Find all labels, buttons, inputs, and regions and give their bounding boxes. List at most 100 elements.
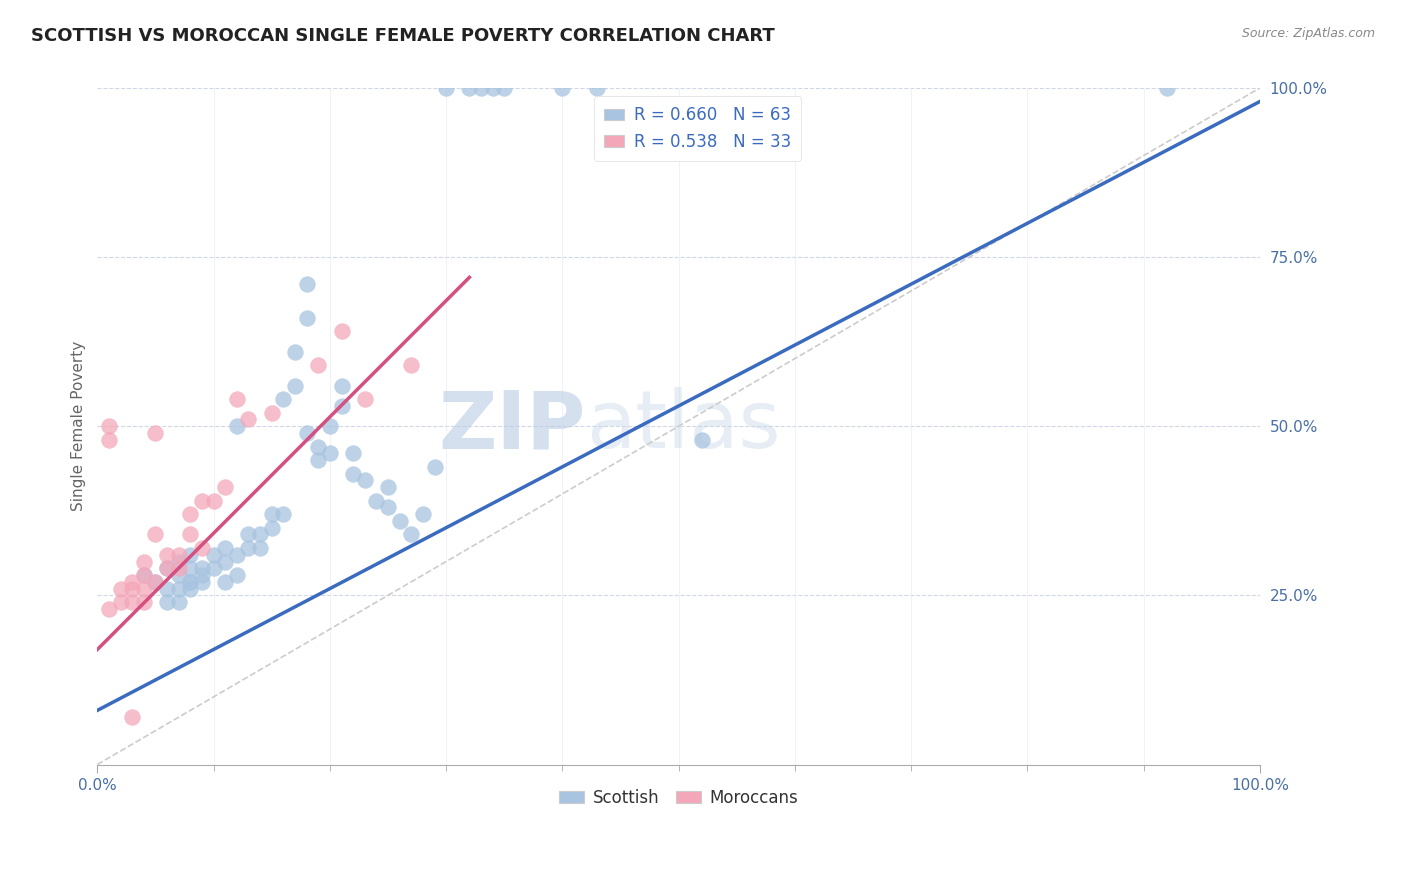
- Point: [249, 527, 271, 541]
- Point: [145, 527, 167, 541]
- Point: [167, 595, 190, 609]
- Point: [551, 81, 574, 95]
- Point: [353, 392, 375, 406]
- Point: [214, 555, 236, 569]
- Point: [225, 568, 247, 582]
- Point: [132, 595, 155, 609]
- Point: [690, 433, 713, 447]
- Y-axis label: Single Female Poverty: Single Female Poverty: [72, 341, 86, 511]
- Point: [167, 555, 190, 569]
- Point: [167, 582, 190, 596]
- Point: [307, 453, 329, 467]
- Point: [295, 425, 318, 440]
- Point: [260, 521, 283, 535]
- Point: [179, 582, 201, 596]
- Point: [260, 406, 283, 420]
- Point: [307, 440, 329, 454]
- Point: [225, 548, 247, 562]
- Point: [167, 561, 190, 575]
- Point: [238, 412, 260, 426]
- Point: [214, 480, 236, 494]
- Point: [401, 527, 423, 541]
- Point: [121, 574, 143, 589]
- Point: [238, 527, 260, 541]
- Point: [295, 277, 318, 292]
- Point: [202, 493, 225, 508]
- Point: [214, 541, 236, 555]
- Point: [330, 378, 353, 392]
- Point: [470, 81, 492, 95]
- Point: [145, 574, 167, 589]
- Text: SCOTTISH VS MOROCCAN SINGLE FEMALE POVERTY CORRELATION CHART: SCOTTISH VS MOROCCAN SINGLE FEMALE POVER…: [31, 27, 775, 45]
- Point: [423, 459, 446, 474]
- Point: [121, 595, 143, 609]
- Point: [179, 527, 201, 541]
- Point: [179, 507, 201, 521]
- Point: [191, 574, 214, 589]
- Point: [273, 507, 295, 521]
- Point: [412, 507, 434, 521]
- Point: [179, 574, 201, 589]
- Point: [156, 595, 179, 609]
- Point: [295, 310, 318, 325]
- Point: [156, 548, 179, 562]
- Point: [284, 344, 307, 359]
- Point: [260, 507, 283, 521]
- Point: [98, 602, 121, 616]
- Point: [225, 419, 247, 434]
- Point: [132, 568, 155, 582]
- Legend: Scottish, Moroccans: Scottish, Moroccans: [553, 782, 804, 814]
- Point: [1156, 81, 1178, 95]
- Point: [98, 433, 121, 447]
- Point: [167, 548, 190, 562]
- Point: [494, 81, 516, 95]
- Point: [167, 568, 190, 582]
- Point: [458, 81, 481, 95]
- Text: atlas: atlas: [586, 387, 780, 466]
- Point: [132, 582, 155, 596]
- Point: [179, 574, 201, 589]
- Point: [121, 582, 143, 596]
- Point: [156, 561, 179, 575]
- Point: [319, 419, 342, 434]
- Point: [145, 574, 167, 589]
- Point: [284, 378, 307, 392]
- Point: [191, 493, 214, 508]
- Point: [249, 541, 271, 555]
- Point: [342, 446, 364, 460]
- Point: [110, 582, 132, 596]
- Point: [586, 81, 609, 95]
- Point: [132, 555, 155, 569]
- Point: [202, 561, 225, 575]
- Point: [353, 473, 375, 487]
- Point: [191, 568, 214, 582]
- Point: [319, 446, 342, 460]
- Point: [132, 568, 155, 582]
- Point: [191, 561, 214, 575]
- Point: [110, 595, 132, 609]
- Point: [342, 467, 364, 481]
- Point: [401, 359, 423, 373]
- Point: [156, 561, 179, 575]
- Text: ZIP: ZIP: [439, 387, 586, 466]
- Point: [179, 561, 201, 575]
- Point: [377, 500, 399, 515]
- Point: [145, 425, 167, 440]
- Point: [377, 480, 399, 494]
- Point: [273, 392, 295, 406]
- Point: [156, 582, 179, 596]
- Text: Source: ZipAtlas.com: Source: ZipAtlas.com: [1241, 27, 1375, 40]
- Point: [179, 548, 201, 562]
- Point: [238, 541, 260, 555]
- Point: [434, 81, 457, 95]
- Point: [481, 81, 503, 95]
- Point: [330, 325, 353, 339]
- Point: [202, 548, 225, 562]
- Point: [225, 392, 247, 406]
- Point: [330, 399, 353, 413]
- Point: [388, 514, 411, 528]
- Point: [98, 419, 121, 434]
- Point: [307, 359, 329, 373]
- Point: [191, 541, 214, 555]
- Point: [214, 574, 236, 589]
